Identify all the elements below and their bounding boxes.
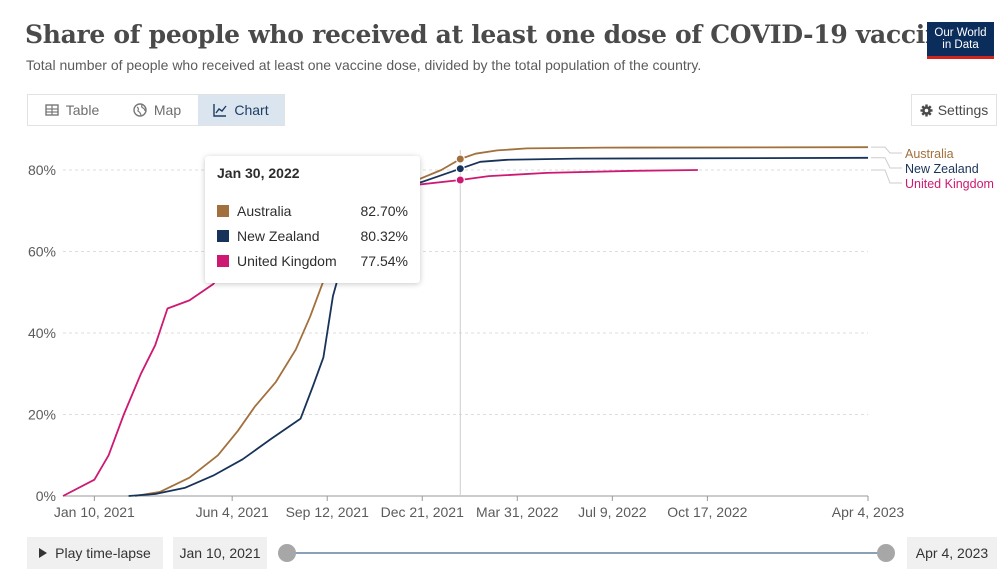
hover-point	[455, 175, 465, 185]
tooltip-row-australia: Australia 82.70%	[217, 198, 408, 223]
grid-layer	[63, 150, 869, 501]
tab-map-label: Map	[153, 102, 182, 118]
y-tick-label: 60%	[28, 244, 56, 260]
y-tick-label: 0%	[36, 488, 56, 504]
y-tick-label: 80%	[28, 162, 56, 178]
x-tick-label: Apr 4, 2023	[832, 504, 905, 520]
tooltip-row-new-zealand: New Zealand 80.32%	[217, 223, 408, 248]
chart-title: Share of people who received at least on…	[25, 20, 959, 49]
series-layer	[62, 146, 869, 497]
tooltip-swatch	[217, 229, 229, 242]
hover-tooltip: Jan 30, 2022 Australia 82.70% New Zealan…	[205, 156, 420, 283]
timeline-start-handle[interactable]	[278, 544, 296, 562]
x-tick-label: Sep 12, 2021	[286, 504, 370, 520]
x-tick-label: Dec 21, 2021	[381, 504, 464, 520]
logo-line-2: in Data	[942, 39, 979, 51]
settings-label: Settings	[937, 102, 989, 118]
logo-line-1: Our World	[934, 27, 987, 39]
x-tick-label: Jun 4, 2021	[196, 504, 269, 520]
tooltip-series-name: New Zealand	[237, 227, 320, 244]
tooltip-series-name: United Kingdom	[237, 252, 337, 269]
timeline-end-handle[interactable]	[877, 544, 895, 562]
series-end-label: New Zealand	[905, 162, 979, 176]
globe-icon	[133, 103, 147, 117]
x-tick-label: Jul 9, 2022	[578, 504, 647, 520]
tab-map[interactable]: Map	[116, 95, 198, 125]
timeline-start-date[interactable]: Jan 10, 2021	[173, 537, 267, 569]
tooltip-series-value: 82.70%	[360, 202, 408, 219]
gear-icon	[920, 103, 933, 117]
tab-table-label: Table	[65, 102, 100, 118]
line-chart-icon	[213, 104, 227, 117]
tooltip-swatch	[217, 254, 229, 267]
tooltip-series-value: 77.54%	[360, 252, 408, 269]
marker-layer	[455, 154, 465, 185]
legend-connector	[871, 169, 902, 184]
table-icon	[45, 104, 59, 116]
x-tick-label: Oct 17, 2022	[667, 504, 747, 520]
owid-logo[interactable]: Our World in Data	[927, 22, 994, 59]
tab-chart-label: Chart	[234, 102, 269, 118]
hover-point	[455, 164, 465, 174]
settings-button[interactable]: Settings	[911, 94, 997, 126]
tab-table[interactable]: Table	[28, 95, 116, 125]
tooltip-series-name: Australia	[237, 202, 292, 219]
legend-connector	[871, 146, 902, 154]
tab-chart[interactable]: Chart	[198, 95, 284, 125]
play-label: Play time-lapse	[55, 545, 151, 561]
x-tick-label: Jan 10, 2021	[54, 504, 135, 520]
legend-connector	[871, 157, 902, 169]
series-end-label: Australia	[905, 147, 954, 161]
timeline-end-date[interactable]: Apr 4, 2023	[907, 537, 997, 569]
series-end-label: United Kingdom	[905, 177, 994, 191]
timeline-slider-track[interactable]	[287, 552, 886, 554]
tooltip-date: Jan 30, 2022	[217, 165, 300, 181]
view-tabs: Table Map Chart	[27, 94, 285, 126]
y-tick-label: 40%	[28, 325, 56, 341]
label-layer: 0% 20% 40% 60% 80% Jan 10, 2021 Jun 4, 2021 Sep…	[28, 146, 994, 520]
tooltip-row-united-kingdom: United Kingdom 77.54%	[217, 248, 408, 273]
y-tick-label: 20%	[28, 407, 56, 423]
x-tick-label: Mar 31, 2022	[476, 504, 559, 520]
tooltip-series-value: 80.32%	[360, 227, 408, 244]
hover-point	[455, 154, 465, 164]
play-icon	[39, 548, 48, 558]
tooltip-swatch	[217, 204, 229, 217]
chart-subtitle: Total number of people who received at l…	[26, 57, 702, 73]
play-timelapse-button[interactable]: Play time-lapse	[27, 537, 163, 569]
line-chart: 0% 20% 40% 60% 80% Jan 10, 2021 Jun 4, 2021 Sep…	[28, 146, 994, 520]
